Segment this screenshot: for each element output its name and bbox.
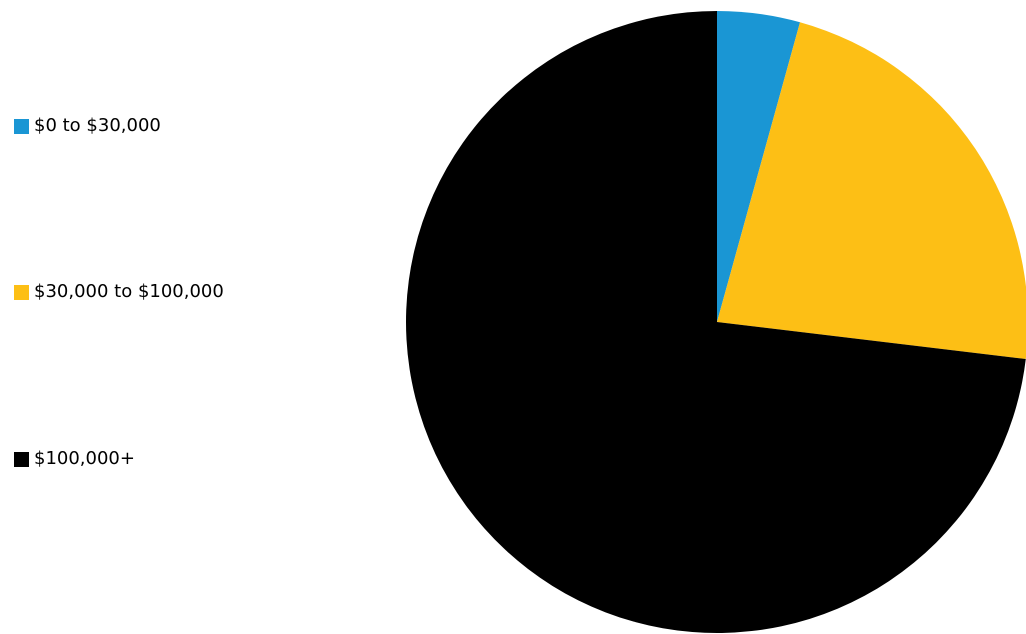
legend-item-30k-100k: $30,000 to $100,000 (14, 281, 224, 303)
chart-legend: $0 to $30,000 $30,000 to $100,000 $100,0… (0, 0, 380, 634)
legend-item-0-30k: $0 to $30,000 (14, 115, 161, 137)
pie-slice-30k-100k (717, 22, 1026, 360)
legend-swatch-100k-plus (14, 451, 29, 467)
legend-swatch-30k-100k (14, 284, 29, 300)
legend-item-100k-plus: $100,000+ (14, 448, 135, 470)
legend-label-30k-100k: $30,000 to $100,000 (34, 281, 224, 302)
legend-label-0-30k: $0 to $30,000 (34, 115, 161, 136)
legend-swatch-0-30k (14, 118, 29, 134)
legend-label-100k-plus: $100,000+ (34, 448, 135, 469)
pie-slice-0-30k (717, 10, 801, 322)
pie-slice-100k-plus (406, 11, 1026, 633)
